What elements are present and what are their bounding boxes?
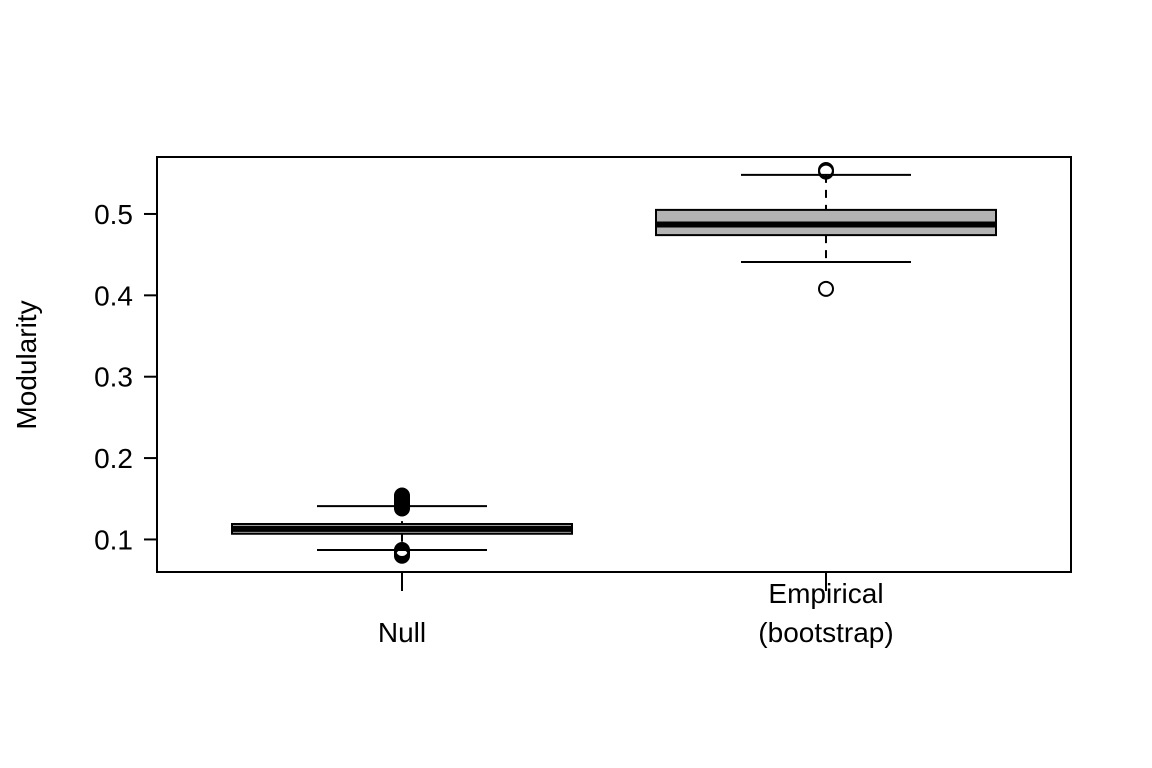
x-category-label: (bootstrap) xyxy=(758,617,893,648)
outlier-point xyxy=(818,162,834,179)
x-axis: Null Empirical (bootstrap) xyxy=(378,572,894,648)
y-tick-label: 0.5 xyxy=(94,199,133,230)
outlier-point xyxy=(818,280,834,297)
y-axis-title: Modularity xyxy=(11,300,42,429)
x-category-label: Null xyxy=(378,617,426,648)
x-category-label: Empirical xyxy=(768,578,883,609)
box-group xyxy=(655,162,997,297)
outlier-point xyxy=(394,542,410,559)
y-tick-label: 0.3 xyxy=(94,362,133,393)
box-series xyxy=(231,162,997,564)
outlier-point xyxy=(394,487,410,504)
y-tick-label: 0.4 xyxy=(94,280,133,311)
box-group xyxy=(231,487,573,564)
y-axis: 0.1 0.2 0.3 0.4 0.5 xyxy=(94,199,158,555)
y-tick-label: 0.1 xyxy=(94,524,133,555)
y-tick-label: 0.2 xyxy=(94,443,133,474)
